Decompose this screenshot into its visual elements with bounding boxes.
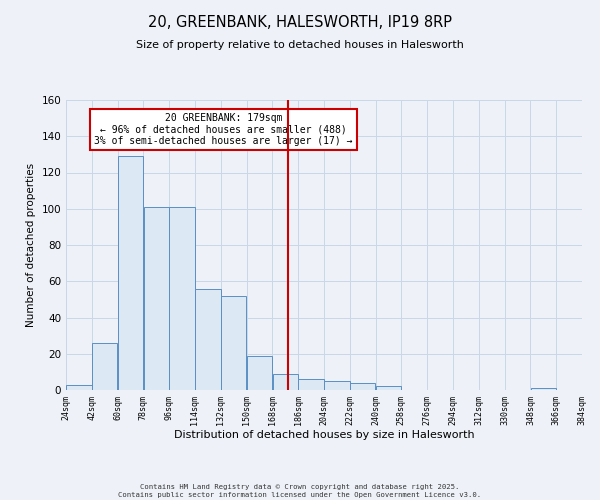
Bar — [221, 296, 247, 390]
Bar — [582, 388, 600, 390]
Bar — [118, 156, 143, 390]
Bar — [247, 356, 272, 390]
Bar — [143, 207, 169, 390]
Bar — [298, 379, 324, 390]
X-axis label: Distribution of detached houses by size in Halesworth: Distribution of detached houses by size … — [173, 430, 475, 440]
Text: Contains HM Land Registry data © Crown copyright and database right 2025.
Contai: Contains HM Land Registry data © Crown c… — [118, 484, 482, 498]
Text: 20 GREENBANK: 179sqm
← 96% of detached houses are smaller (488)
3% of semi-detac: 20 GREENBANK: 179sqm ← 96% of detached h… — [94, 113, 353, 146]
Bar — [324, 381, 350, 390]
Bar — [376, 386, 401, 390]
Bar — [66, 384, 92, 390]
Bar — [272, 374, 298, 390]
Text: 20, GREENBANK, HALESWORTH, IP19 8RP: 20, GREENBANK, HALESWORTH, IP19 8RP — [148, 15, 452, 30]
Bar — [169, 207, 195, 390]
Bar — [195, 288, 221, 390]
Text: Size of property relative to detached houses in Halesworth: Size of property relative to detached ho… — [136, 40, 464, 50]
Bar — [92, 343, 118, 390]
Y-axis label: Number of detached properties: Number of detached properties — [26, 163, 36, 327]
Bar — [350, 383, 376, 390]
Bar — [530, 388, 556, 390]
